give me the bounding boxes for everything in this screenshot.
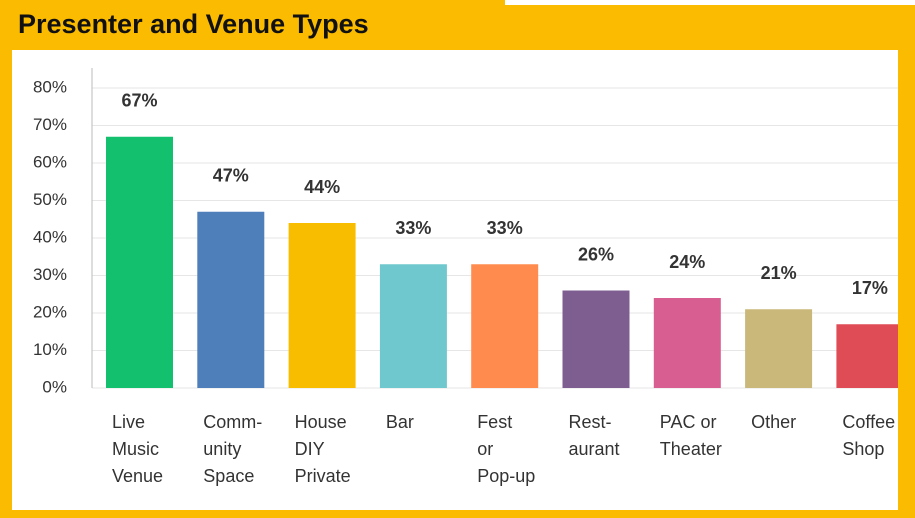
x-tick-label: PAC or bbox=[660, 412, 717, 432]
value-label: 26% bbox=[578, 244, 614, 264]
y-tick-label: 50% bbox=[33, 190, 67, 209]
x-tick-label: aurant bbox=[569, 439, 620, 459]
bar bbox=[106, 136, 173, 388]
x-tick-label: Shop bbox=[842, 439, 884, 459]
value-label: 33% bbox=[395, 218, 431, 238]
value-label: 44% bbox=[304, 177, 340, 197]
bar bbox=[197, 211, 265, 388]
x-tick-label: Live bbox=[112, 412, 145, 432]
x-tick-label: House bbox=[295, 412, 347, 432]
value-label: 67% bbox=[121, 91, 157, 111]
value-label: 17% bbox=[852, 278, 888, 298]
y-tick-label: 40% bbox=[33, 227, 67, 246]
value-label: 47% bbox=[213, 166, 249, 186]
x-tick-label: unity bbox=[203, 439, 241, 459]
x-tick-label: Bar bbox=[386, 412, 414, 432]
x-tick-label: Pop-up bbox=[477, 466, 535, 486]
x-tick-label: or bbox=[477, 439, 493, 459]
bar bbox=[288, 223, 356, 388]
y-tick-label: 30% bbox=[33, 265, 67, 284]
value-label: 21% bbox=[761, 263, 797, 283]
x-tick-label: Venue bbox=[112, 466, 163, 486]
x-tick-label: Music bbox=[112, 439, 159, 459]
x-tick-label: Rest- bbox=[569, 412, 612, 432]
y-tick-label: 20% bbox=[33, 302, 67, 321]
x-tick-label: Other bbox=[751, 412, 796, 432]
bar bbox=[745, 309, 813, 388]
y-tick-label: 80% bbox=[33, 77, 67, 96]
x-tick-label: Coffee bbox=[842, 412, 895, 432]
y-tick-label: 0% bbox=[42, 377, 67, 396]
y-tick-label: 60% bbox=[33, 152, 67, 171]
bar bbox=[562, 290, 630, 388]
bar bbox=[836, 324, 898, 388]
bar bbox=[653, 298, 721, 388]
x-tick-label: Space bbox=[203, 466, 254, 486]
x-tick-label: Fest bbox=[477, 412, 512, 432]
x-tick-label: Theater bbox=[660, 439, 722, 459]
y-tick-label: 70% bbox=[33, 115, 67, 134]
x-tick-label: Private bbox=[295, 466, 351, 486]
chart-title: Presenter and Venue Types bbox=[18, 9, 369, 39]
x-tick-label: Comm- bbox=[203, 412, 262, 432]
bar bbox=[379, 264, 447, 388]
y-tick-label: 10% bbox=[33, 340, 67, 359]
plot: 0% 10% 20% 30% 40% 50% 60% 70% 80% 67% Live Music Ve… bbox=[33, 68, 898, 486]
value-label: 33% bbox=[487, 218, 523, 238]
x-tick-label: DIY bbox=[295, 439, 325, 459]
value-label: 24% bbox=[669, 252, 705, 272]
bar bbox=[471, 264, 539, 388]
top-edge bbox=[505, 0, 915, 5]
